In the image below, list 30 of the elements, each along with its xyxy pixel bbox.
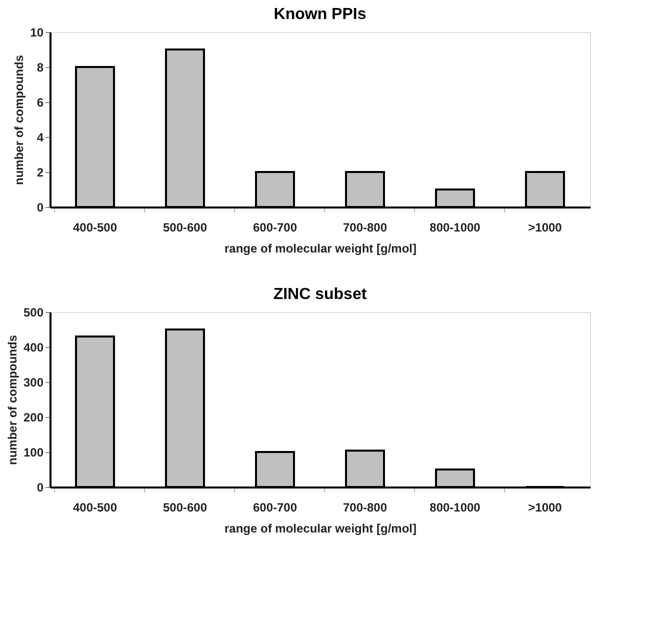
- y-tick-label: 10: [30, 26, 44, 40]
- x-axis-title: range of molecular weight [g/mol]: [224, 522, 417, 536]
- y-tick-label: 300: [23, 376, 44, 390]
- x-tick-label: 400-500: [72, 500, 118, 514]
- x-tick-label: 800-1000: [430, 220, 481, 234]
- chart-title: Known PPIs: [274, 6, 366, 23]
- y-tick-label: 0: [36, 200, 44, 214]
- x-tick-label: 600-700: [252, 500, 298, 514]
- y-tick-label: 6: [36, 96, 44, 110]
- x-tick-label: 500-600: [162, 220, 208, 234]
- x-tick-label: 400-500: [72, 220, 118, 234]
- x-tick-label: 700-800: [342, 220, 388, 234]
- y-tick-label: 8: [36, 60, 44, 74]
- x-tick-label: 600-700: [252, 220, 298, 234]
- x-axis-title: range of molecular weight [g/mol]: [224, 242, 417, 256]
- y-axis-title: number of compounds: [12, 54, 26, 185]
- x-tick-label: 800-1000: [430, 500, 481, 514]
- y-tick-label: 2: [36, 166, 44, 180]
- chart-title: ZINC subset: [273, 286, 368, 303]
- y-tick-label: 4: [36, 130, 44, 144]
- y-tick-label: 0: [36, 480, 44, 494]
- y-tick-label: 100: [23, 446, 44, 460]
- y-tick-label: 400: [23, 340, 44, 354]
- x-tick-label: 700-800: [342, 500, 388, 514]
- x-tick-label: >1000: [528, 500, 562, 514]
- x-tick-label: 500-600: [162, 500, 208, 514]
- y-tick-label: 500: [23, 306, 44, 320]
- y-axis-title: number of compounds: [5, 334, 20, 465]
- y-tick-label: 200: [23, 410, 44, 424]
- x-tick-label: >1000: [528, 220, 562, 234]
